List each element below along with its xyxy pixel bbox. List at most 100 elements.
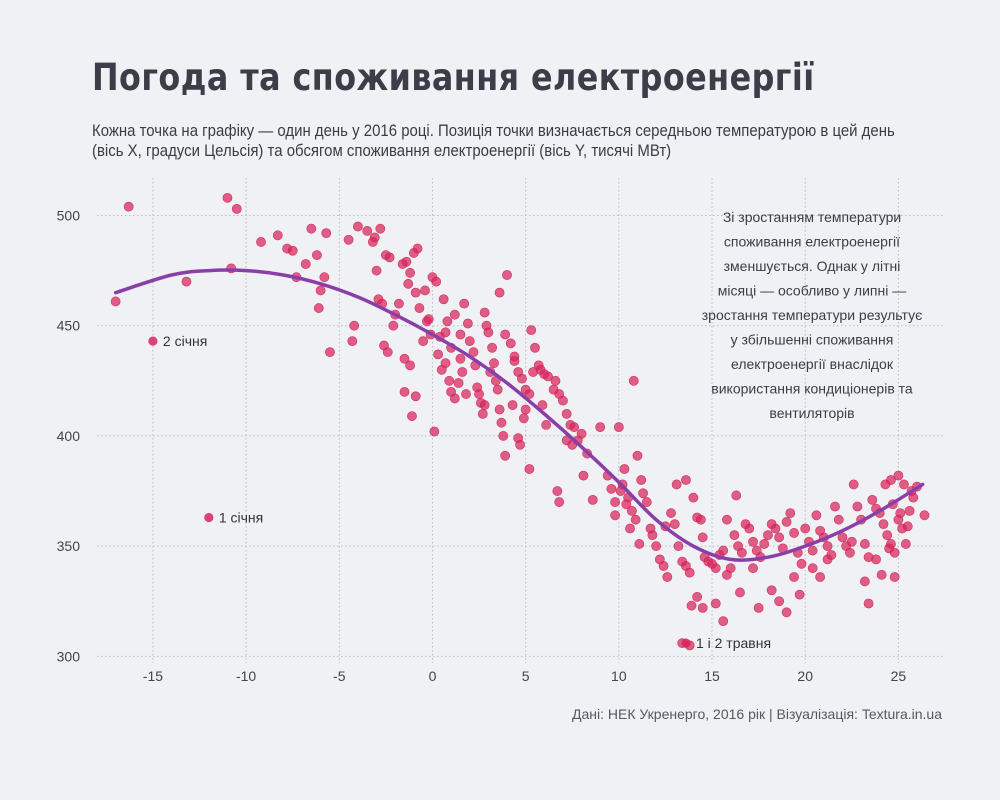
data-point <box>256 237 266 247</box>
data-point <box>222 192 233 203</box>
data-point <box>789 572 799 582</box>
data-point <box>871 554 881 565</box>
data-point <box>748 536 758 547</box>
source-credit: Дані: НЕК Укренерго, 2016 рік | Візуаліз… <box>572 706 942 722</box>
data-point <box>530 342 540 353</box>
data-point <box>349 320 360 331</box>
note-line: електроенергії внаслідок <box>731 356 894 372</box>
data-point <box>505 338 516 349</box>
data-point <box>725 563 736 574</box>
data-point <box>347 336 358 347</box>
data-point <box>438 294 449 305</box>
y-tick-label: 450 <box>57 318 81 334</box>
annotation-label: 2 січня <box>163 333 207 349</box>
annotation-label: 1 січня <box>219 510 263 526</box>
annotated-point <box>681 638 691 648</box>
data-point <box>500 450 511 461</box>
data-point <box>900 539 911 549</box>
data-point <box>576 428 587 439</box>
data-point <box>492 384 503 395</box>
grid-lines <box>97 178 945 663</box>
data-point <box>595 422 606 433</box>
data-point <box>867 494 878 505</box>
note-line: вентиляторів <box>769 405 854 421</box>
data-point <box>405 267 416 278</box>
trend-line <box>113 268 925 562</box>
data-point <box>736 547 747 558</box>
axis-tick-labels: -15 -10 -5 0 5 10 15 20 25 300 350 400 450 500 <box>57 207 907 684</box>
data-point <box>371 265 382 276</box>
data-point <box>401 256 412 267</box>
data-point <box>457 367 468 377</box>
data-point <box>494 404 505 415</box>
note-line: використання кондиціонерів та <box>711 381 913 397</box>
note-line: споживання електроенергії <box>724 234 900 250</box>
data-point <box>405 360 416 371</box>
data-point <box>325 347 335 358</box>
data-point <box>774 532 785 543</box>
y-tick-label: 500 <box>57 207 81 223</box>
chart-title: Погода та споживання електроенергії <box>92 56 815 99</box>
data-point <box>429 426 440 437</box>
y-tick-label: 300 <box>57 648 81 664</box>
data-point <box>763 530 773 541</box>
data-point <box>306 223 317 234</box>
data-point <box>651 541 662 552</box>
data-point <box>681 475 691 485</box>
data-point <box>552 486 563 496</box>
data-point <box>449 309 460 320</box>
x-tick-label: -5 <box>333 668 346 684</box>
data-point <box>625 523 635 534</box>
data-point <box>569 422 580 433</box>
data-point <box>833 514 844 525</box>
data-point <box>899 479 909 490</box>
x-tick-label: 20 <box>797 668 813 684</box>
data-point <box>895 508 906 518</box>
data-point <box>287 245 298 256</box>
data-point <box>785 508 796 518</box>
data-point <box>686 600 697 611</box>
y-tick-label: 350 <box>57 538 81 554</box>
data-point <box>410 391 421 402</box>
data-point <box>710 598 721 609</box>
data-point <box>459 298 470 309</box>
data-point <box>796 558 807 569</box>
data-point <box>889 572 900 582</box>
data-point <box>619 464 630 474</box>
data-point <box>543 371 553 382</box>
data-point <box>541 420 552 430</box>
data-point <box>852 501 863 512</box>
data-point <box>313 303 324 313</box>
data-point <box>518 413 529 424</box>
data-point <box>382 347 393 358</box>
data-point <box>554 497 565 507</box>
data-point <box>610 497 621 507</box>
data-points <box>110 192 930 651</box>
data-point <box>807 545 818 556</box>
data-point <box>800 523 811 534</box>
data-point <box>632 450 643 461</box>
subtitle-line-1: Кожна точка на графіку — один день у 201… <box>92 121 895 140</box>
data-point <box>431 276 442 287</box>
data-point <box>822 554 833 565</box>
data-point <box>312 250 322 261</box>
data-point <box>474 389 484 399</box>
data-point <box>418 336 429 347</box>
data-point <box>403 278 414 289</box>
data-point <box>498 431 509 441</box>
data-point <box>399 353 410 364</box>
annotated-point <box>204 512 214 523</box>
data-point <box>578 470 589 481</box>
annotation-label: 1 і 2 травня <box>696 635 771 651</box>
data-point <box>520 404 531 415</box>
data-point <box>781 517 792 527</box>
data-point <box>369 232 380 243</box>
x-tick-label: 0 <box>429 668 437 684</box>
data-point <box>410 287 421 298</box>
data-point <box>494 287 505 298</box>
data-point <box>421 316 432 327</box>
data-point <box>822 541 833 552</box>
data-point <box>893 470 904 481</box>
data-point <box>770 523 781 534</box>
